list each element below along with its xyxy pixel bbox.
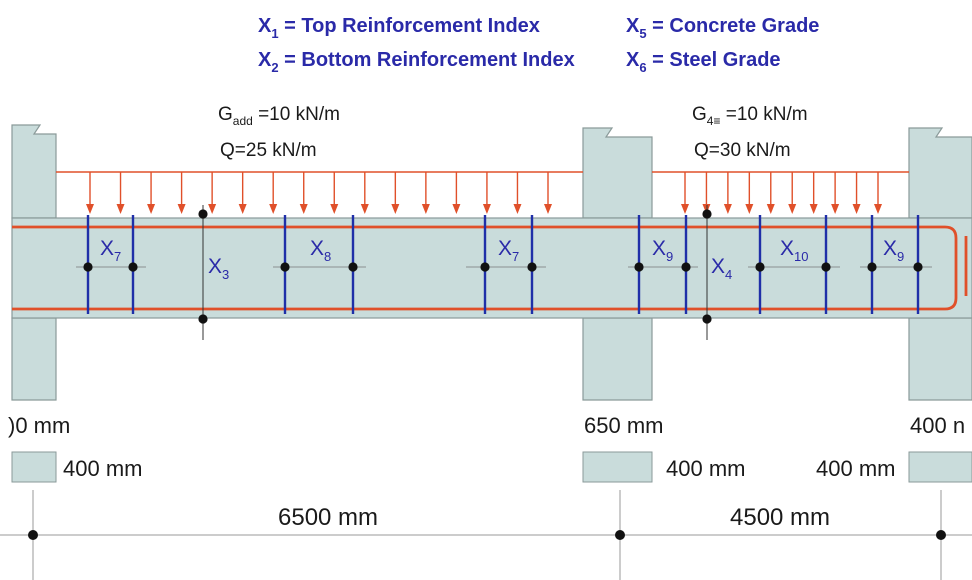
span-label-1: 6500 mm: [278, 504, 378, 531]
section-dot: [867, 262, 877, 272]
load-span2: [652, 171, 909, 214]
depth-dot: [702, 209, 712, 219]
span-dot-right: [936, 530, 946, 540]
legend-x2: X2 = Bottom Reinforcement Index: [258, 49, 575, 75]
column-swatch-mid: [582, 451, 653, 483]
depth-dot: [702, 314, 712, 324]
load-span1: [56, 171, 583, 214]
load-arrow-head: [421, 204, 430, 214]
label-x7-right: X7: [498, 237, 519, 264]
load-arrow-head: [544, 204, 552, 214]
load-arrow-head: [831, 204, 840, 214]
load-arrow-head: [482, 204, 491, 214]
load-arrow-head: [116, 204, 125, 214]
column-middle-bottom: [582, 317, 653, 401]
load-arrow-head: [269, 204, 278, 214]
load-q-span2: Q=30 kN/m: [694, 140, 791, 161]
columns: [11, 124, 972, 401]
load-g-span1: Gadd =10 kN/m: [218, 104, 340, 128]
legend: X1 = Top Reinforcement Index X2 = Bottom…: [258, 15, 819, 75]
load-arrow-head: [391, 204, 400, 214]
load-arrow-head: [177, 204, 186, 214]
section-dot: [913, 262, 923, 272]
load-arrow-head: [238, 204, 247, 214]
dim-depth-left: 400 mm: [63, 456, 142, 481]
load-arrow-head: [147, 204, 156, 214]
section-dot: [128, 262, 138, 272]
span-label-2: 4500 mm: [730, 504, 830, 531]
load-labels: Gadd =10 kN/m Q=25 kN/m G4≡ =10 kN/m Q=3…: [218, 104, 808, 161]
section-dot: [480, 262, 490, 272]
load-arrow-head: [452, 204, 461, 214]
load-arrow-head: [766, 204, 775, 214]
column-middle: [582, 127, 653, 219]
span-dimensions: 6500 mm 4500 mm: [0, 490, 972, 580]
beam-body: [11, 217, 972, 319]
load-arrow-head: [360, 204, 369, 214]
label-x8: X8: [310, 237, 331, 264]
column-left-bottom: [11, 317, 57, 401]
section-dot: [681, 262, 691, 272]
rebar-top: [12, 225, 958, 311]
label-x7-left: X7: [100, 237, 121, 264]
section-dots: [83, 262, 923, 272]
label-x10: X10: [780, 237, 808, 264]
column-right: [908, 127, 972, 219]
load-arrow-head: [874, 204, 882, 214]
load-arrow-head: [513, 204, 522, 214]
section-dot: [634, 262, 644, 272]
span-dot-left: [28, 530, 38, 540]
load-arrow-head: [330, 204, 339, 214]
depth-dot: [198, 314, 208, 324]
load-arrow-head: [702, 204, 711, 214]
depth-markers: [198, 205, 712, 340]
load-arrow-head: [681, 204, 689, 214]
load-arrow-head: [788, 204, 797, 214]
column-right-bottom: [908, 317, 972, 401]
label-x9-right: X9: [883, 237, 904, 264]
section-dot: [83, 262, 93, 272]
load-arrow-head: [723, 204, 732, 214]
dim-depth-mid: 400 mm: [666, 456, 745, 481]
section-dot: [755, 262, 765, 272]
section-dot: [348, 262, 358, 272]
load-arrow-head: [852, 204, 861, 214]
load-arrow-head: [745, 204, 754, 214]
span-dot-mid: [615, 530, 625, 540]
label-x4: X4: [711, 255, 732, 282]
load-g-span2: G4≡ =10 kN/m: [692, 104, 808, 128]
variable-labels: X7 X3 X8 X7 X9 X4 X10 X9: [100, 237, 904, 282]
depth-dot: [198, 209, 208, 219]
label-x3: X3: [208, 255, 229, 282]
section-dot: [527, 262, 537, 272]
load-arrow-head: [809, 204, 818, 214]
load-q-span1: Q=25 kN/m: [220, 140, 317, 161]
section-dot: [280, 262, 290, 272]
column-dimensions: )0 mm 650 mm 400 n 400 mm 400 mm 400 mm: [8, 413, 972, 483]
legend-x6: X6 = Steel Grade: [626, 49, 781, 75]
load-arrow-head: [299, 204, 308, 214]
legend-x1: X1 = Top Reinforcement Index: [258, 15, 540, 41]
section-dot: [821, 262, 831, 272]
column-left: [11, 124, 57, 219]
dim-col-mid: 650 mm: [584, 413, 663, 438]
dim-col-left: )0 mm: [8, 413, 70, 438]
dim-col-right: 400 n: [910, 413, 965, 438]
load-arrow-head: [86, 204, 94, 214]
column-swatch-left: [11, 451, 57, 483]
load-arrow-head: [208, 204, 217, 214]
dim-depth-right: 400 mm: [816, 456, 895, 481]
label-x9-left: X9: [652, 237, 673, 264]
column-swatch-right: [908, 451, 972, 483]
legend-x5: X5 = Concrete Grade: [626, 15, 819, 41]
